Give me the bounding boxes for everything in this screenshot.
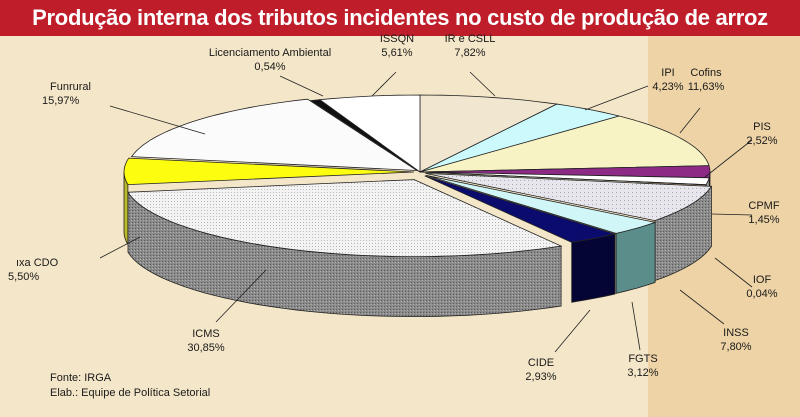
pie-tops — [123, 94, 713, 257]
pie-slice-issqn — [318, 94, 421, 173]
slice-name-label: INSS — [723, 327, 749, 339]
pie-slice-cofins — [419, 115, 710, 173]
slice-name-label: PIS — [753, 121, 771, 133]
leader-line — [371, 71, 397, 97]
slice-value-label: 0,04% — [746, 288, 777, 300]
slice-name-label: IPI — [661, 67, 674, 79]
slice-name-label: Funrural — [50, 81, 91, 93]
slice-name-label: IR e CSLL — [445, 33, 496, 45]
pie-slice-iof — [419, 171, 707, 186]
leader-line — [704, 139, 753, 178]
slice-name-label: FGTS — [628, 353, 657, 365]
slice-value-label: 30,85% — [187, 342, 225, 354]
pie-slice-ipi — [419, 103, 620, 173]
slice-name-label: IOF — [753, 274, 772, 286]
leader-line — [554, 309, 591, 353]
leader-line — [631, 301, 641, 351]
slice-name-label: CIDE — [528, 357, 554, 369]
slice-name-label: CPMF — [748, 200, 779, 212]
slice-value-label: 15,97% — [42, 95, 80, 107]
slice-value-label: 3,12% — [627, 367, 658, 379]
leader-line — [679, 107, 701, 134]
leader-line — [711, 213, 753, 216]
leader-line — [215, 269, 267, 323]
slice-name-label: Licenciamento Ambiental — [209, 47, 331, 59]
slice-name-label: Cofins — [690, 67, 722, 79]
pie-slice-icms — [127, 179, 563, 257]
slice-name-label: ıxa CDO — [16, 257, 59, 269]
slice-value-label: 1,45% — [748, 214, 779, 226]
leader-line — [469, 71, 496, 97]
pie-side-cide — [571, 233, 616, 303]
slice-value-label: 5,50% — [8, 271, 39, 283]
slice-value-label: 2,93% — [525, 371, 556, 383]
pie-slice-fgts — [425, 174, 657, 234]
slice-value-label: 5,61% — [381, 47, 412, 59]
leader-line — [679, 289, 725, 325]
slice-value-label: 11,63% — [688, 81, 725, 93]
leader-lines — [99, 71, 753, 353]
title-bar: Produção interna dos tributos incidentes… — [0, 0, 800, 36]
source-note: Fonte: IRGA — [50, 372, 112, 384]
slice-value-label: 4,23% — [652, 81, 683, 93]
pie-slice-cide — [424, 175, 617, 243]
pie-slice-funrural — [130, 98, 419, 171]
chart-title: Produção interna dos tributos incidentes… — [32, 5, 768, 30]
pie-slice-inss — [425, 173, 713, 222]
footer: Fonte: IRGA Elab.: Equipe de Política Se… — [50, 371, 210, 401]
leader-line — [584, 85, 649, 111]
leader-line — [279, 75, 324, 97]
credit-note: Elab.: Equipe de Política Setorial — [50, 387, 211, 399]
pie-slice-ir-e-csll — [419, 94, 559, 173]
slice-labels: IR e CSLL 7,82% IPI 4,23% Cofins 11,63% PIS 2,5… — [8, 33, 780, 383]
slice-value-label: 7,80% — [720, 341, 751, 353]
leader-line — [99, 236, 141, 259]
slice-name-label: ICMS — [192, 328, 220, 340]
pie-slice--xa-cdo — [123, 157, 415, 186]
slice-name-label: ISSQN — [380, 33, 414, 45]
slice-value-label: 7,82% — [454, 47, 485, 59]
pie-side-fgts — [615, 221, 656, 294]
slice-value-label: 2,52% — [746, 135, 777, 147]
leader-line — [109, 105, 206, 135]
leader-line — [714, 257, 753, 288]
slice-value-label: 0,54% — [254, 61, 285, 73]
